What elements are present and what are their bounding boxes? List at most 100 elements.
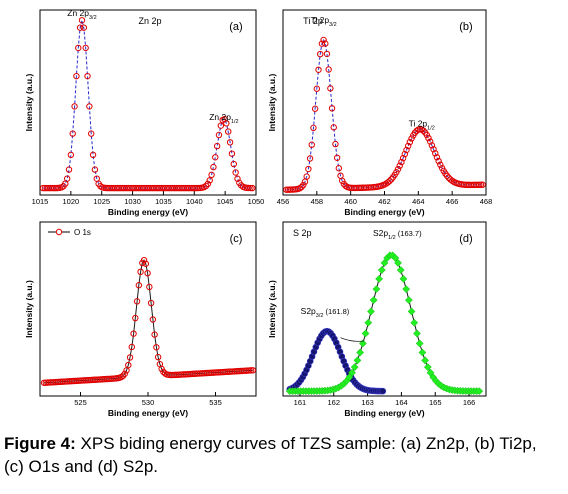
x-tick-label: 1020 <box>63 197 80 206</box>
peak-annotation-sub: 3/2 <box>316 313 324 319</box>
data-point <box>311 105 319 112</box>
plot-frame <box>39 9 257 196</box>
y-axis-label: Intensity (a.u.) <box>267 74 277 132</box>
data-point <box>249 184 256 192</box>
legend-entry: O 1s <box>74 228 91 237</box>
data-point <box>399 154 407 162</box>
x-tick-label: 163 <box>361 398 374 407</box>
panel-title: Ti 2p <box>303 16 323 26</box>
data-point <box>63 175 71 182</box>
y-axis-label: Intensity (a.u.) <box>267 280 277 338</box>
data-point <box>398 158 405 166</box>
data-point <box>410 318 419 327</box>
data-point <box>69 130 76 137</box>
data-point <box>67 151 75 159</box>
x-tick-label: 460 <box>344 197 357 206</box>
fit-line <box>43 259 253 384</box>
data-point <box>380 258 389 267</box>
data-point <box>435 157 442 165</box>
x-tick-label: 458 <box>311 197 324 206</box>
x-axis-label: Binding energy (eV) <box>344 207 424 217</box>
xps-figure: 1015 1020 1025 1030 1035 1040 1045 1050 Binding … <box>24 8 493 418</box>
data-point <box>333 154 341 161</box>
data-point <box>125 361 132 369</box>
data-point <box>413 329 421 338</box>
peak-annotation-sub: 1/2 <box>231 119 239 125</box>
data-point <box>245 184 252 192</box>
panel-label: (c) <box>230 233 243 245</box>
data-point <box>379 387 387 395</box>
peak-annotation-value: (163.7) <box>396 229 422 238</box>
data-point <box>367 307 375 316</box>
data-point <box>154 353 162 361</box>
data-point <box>402 285 411 294</box>
peak-annotation-main: S2p <box>301 306 316 316</box>
x-tick-label: 164 <box>395 398 408 407</box>
data-point <box>65 166 73 173</box>
x-tick-label: 165 <box>429 398 442 407</box>
data-point <box>206 177 213 184</box>
data-point <box>420 127 427 134</box>
data-point <box>415 339 424 348</box>
data-point <box>317 50 324 58</box>
data-point <box>348 368 356 377</box>
data-point <box>327 85 334 92</box>
data-point <box>225 128 232 135</box>
data-point <box>80 24 88 31</box>
figure-caption: Figure 4: XPS biding energy curves of TZ… <box>4 432 560 478</box>
peak-annotation: Zn 2p3/2 <box>67 8 96 21</box>
data-point <box>479 181 486 188</box>
data-point <box>432 150 439 157</box>
data-point <box>223 120 230 127</box>
x-tick-label: 530 <box>142 398 155 407</box>
peak-annotation-main: Zn 2p <box>67 8 89 18</box>
panel-label: (a) <box>229 21 242 33</box>
data-point <box>86 103 93 110</box>
data-point <box>339 177 346 184</box>
fit-line <box>43 20 253 189</box>
data-point <box>121 370 128 377</box>
peak-annotation: Ti 2p1/2 <box>409 119 435 132</box>
data-point <box>84 72 91 80</box>
data-point <box>212 154 219 161</box>
data-point <box>443 172 451 180</box>
data-point <box>401 150 408 158</box>
data-point <box>404 296 413 305</box>
panel-d-s2p: 161 162 163 164 165 166 Binding energy (eV) Int… <box>267 221 487 418</box>
data-point <box>298 183 305 191</box>
data-point <box>421 356 430 365</box>
data-point <box>388 176 395 183</box>
x-tick-label: 468 <box>480 197 493 206</box>
data-point <box>328 105 336 112</box>
x-axis-label: Binding energy (eV) <box>108 408 188 418</box>
data-point <box>394 165 402 173</box>
data-point <box>213 142 221 150</box>
annotation-pointer <box>340 337 365 342</box>
data-point <box>215 131 223 139</box>
y-axis-label: Intensity (a.u.) <box>24 280 34 338</box>
data-point <box>375 274 384 283</box>
x-tick-label: 1030 <box>124 197 141 206</box>
panel-a-zn2p: 1015 1020 1025 1030 1035 1040 1045 1050 Binding … <box>24 8 264 217</box>
fit-line <box>286 38 483 191</box>
data-point <box>403 146 410 154</box>
peak-annotation: S2p3/2 (161.8) <box>301 306 350 319</box>
data-point <box>118 373 125 381</box>
data-point <box>71 103 78 110</box>
x-tick-label: 161 <box>294 398 307 407</box>
data-point <box>393 169 400 176</box>
panel-label: (b) <box>459 21 472 33</box>
data-point <box>133 298 141 305</box>
peak-annotation-sub: 1/2 <box>388 235 396 241</box>
panel-b-ti2p: 456 458 460 462 464 466 468 Binding energy (eV)… <box>267 9 493 217</box>
data-point <box>76 24 84 31</box>
data-point <box>247 184 254 192</box>
data-point <box>130 330 137 337</box>
caption-text: XPS biding energy curves of TZS sample: … <box>4 434 537 476</box>
data-point <box>310 124 317 132</box>
peak-annotation-main: Ti 2p <box>409 119 428 129</box>
data-point <box>369 296 378 305</box>
data-point <box>305 165 312 173</box>
x-tick-label: 166 <box>463 398 476 407</box>
data-point <box>226 139 234 146</box>
